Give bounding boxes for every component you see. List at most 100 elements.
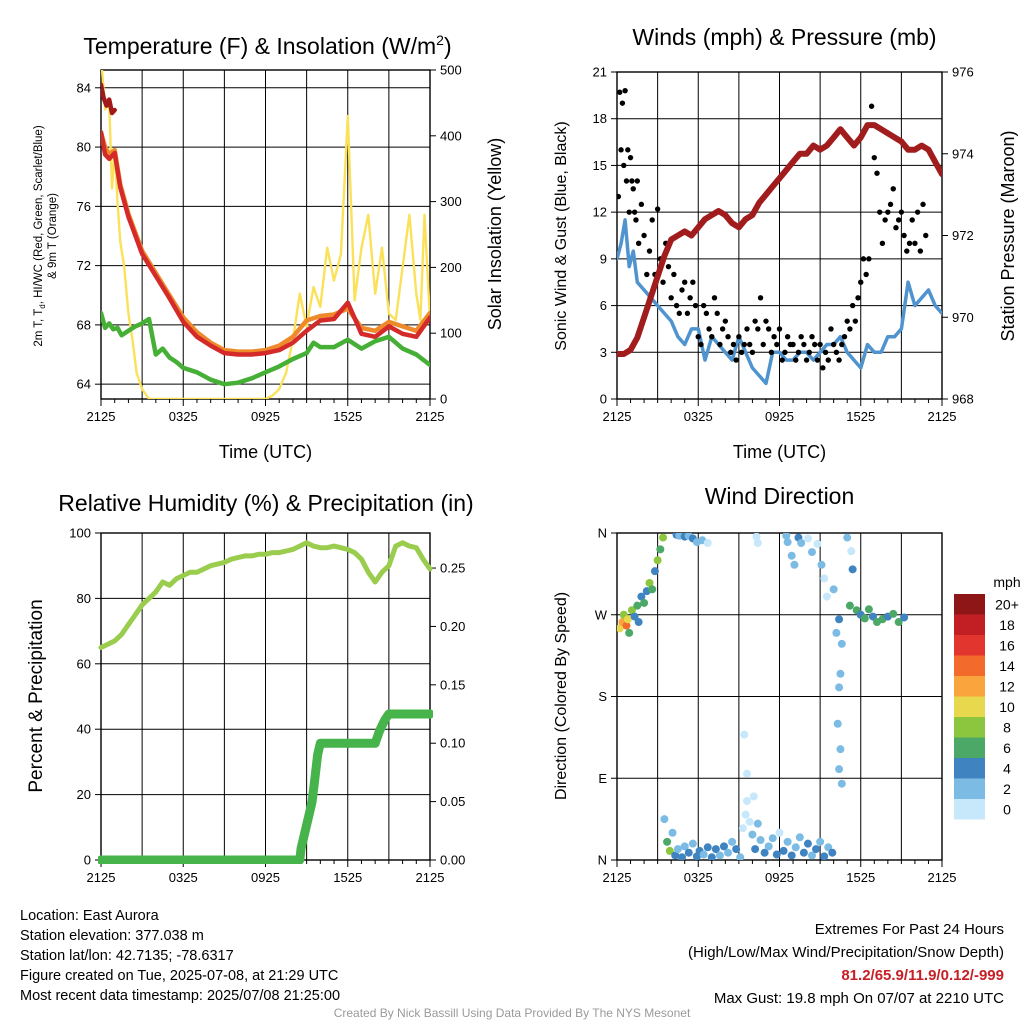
gust-point [654, 206, 661, 212]
y-tick-label: 68 [77, 317, 91, 332]
gust-point [752, 318, 758, 324]
y2-tick-label: 200 [440, 260, 462, 275]
temp-series-line-4 [101, 310, 430, 387]
direction-point [741, 810, 750, 819]
direction-point [736, 853, 745, 860]
direction-point [703, 538, 712, 547]
direction-point [633, 601, 642, 610]
gust-point [660, 279, 666, 285]
direction-point [640, 598, 649, 607]
gust-point [801, 341, 807, 348]
direction-point [711, 845, 720, 854]
gust-point [779, 357, 785, 363]
x-tick-label: 2125 [603, 870, 632, 885]
y-tick-label: E [598, 771, 607, 786]
direction-point [837, 639, 846, 648]
direction-point [680, 842, 689, 851]
gust-point [630, 186, 636, 192]
x-tick-label: 0325 [684, 409, 713, 424]
gust-point [844, 318, 850, 324]
gust-point [673, 302, 680, 309]
colorbar-swatch [954, 758, 985, 779]
x-tick-label: 0925 [251, 870, 280, 885]
gust-point [618, 147, 624, 153]
direction-point [833, 719, 842, 728]
gust-point [768, 349, 775, 355]
gust-point [793, 357, 799, 363]
direction-point [813, 539, 822, 548]
direction-point [650, 567, 659, 576]
gust-point [771, 334, 777, 340]
x-tick-label: 1525 [333, 409, 362, 424]
direction-point [783, 538, 792, 547]
gust-point [621, 162, 627, 169]
direction-point [868, 612, 877, 621]
gust-point [627, 154, 634, 161]
wind-series [617, 87, 942, 386]
gust-point [828, 326, 834, 332]
gust-point [898, 209, 905, 215]
gust-point [923, 232, 929, 239]
gust-point [836, 357, 842, 363]
colorbar-label: 8 [1003, 719, 1011, 735]
gust-point [719, 326, 726, 332]
gust-point [638, 201, 645, 208]
gust-point [717, 341, 723, 348]
gust-point [687, 295, 693, 301]
gust-point [741, 341, 747, 348]
y-tick-label: 21 [593, 65, 607, 80]
direction-point [715, 851, 724, 860]
direction-point [835, 683, 844, 692]
direction-point [808, 548, 816, 557]
direction-point [824, 843, 833, 852]
direction-point [678, 853, 686, 860]
direction-point [660, 815, 669, 824]
gust-point [885, 209, 891, 215]
direction-point [703, 843, 712, 852]
y-axis-label-part: 2m T, T [33, 309, 45, 347]
gust-point [806, 349, 812, 355]
colorbar-swatch [954, 717, 985, 738]
gust-point [676, 310, 682, 317]
direction-point [847, 547, 856, 556]
y2-tick-label: 0.10 [440, 736, 465, 751]
colorbar-title: mph [993, 574, 1020, 590]
gust-point [631, 209, 638, 215]
gust-point [679, 287, 685, 293]
gust-point [711, 295, 718, 301]
direction-point [843, 533, 852, 542]
y-axis-label: Direction (Colored By Speed) [553, 592, 570, 800]
gust-point [912, 240, 918, 246]
humidity-precipitation-panel: 2125 0325 0925 1525 2125 0 20 40 60 80 100 0.00 0.05… [26, 490, 474, 885]
gust-point [852, 318, 859, 324]
y-tick-label: 15 [593, 158, 607, 173]
colorbar-label: 20+ [995, 596, 1019, 612]
gust-point [623, 178, 630, 184]
y2-tick-label: 0.00 [440, 853, 465, 868]
direction-point [740, 730, 749, 739]
direction-point [820, 574, 829, 583]
direction-point [668, 828, 677, 837]
gust-point [765, 326, 772, 332]
gust-point [871, 154, 877, 161]
x-axis-label: Time (UTC) [733, 442, 826, 462]
direction-point [749, 792, 758, 801]
colorbar-label: 14 [999, 658, 1015, 674]
gust-point [914, 209, 921, 215]
direction-point [860, 614, 869, 623]
direction-point [659, 533, 668, 542]
y-tick-label: 18 [593, 111, 607, 126]
gust-point [868, 103, 875, 109]
y2-axis-label: Solar Insolation (Yellow) [485, 138, 505, 330]
y-tick-label: 0 [84, 853, 91, 868]
direction-point [803, 839, 812, 848]
gust-point [795, 349, 802, 355]
gust-point [695, 334, 701, 340]
chart-title: Wind Direction [705, 483, 855, 509]
gust-point [671, 271, 677, 278]
y2-tick-label: 976 [952, 65, 974, 80]
gust-point [812, 341, 818, 348]
gust-point [841, 334, 848, 340]
gust-point [760, 341, 766, 348]
y2-tick-label: 100 [440, 326, 462, 341]
